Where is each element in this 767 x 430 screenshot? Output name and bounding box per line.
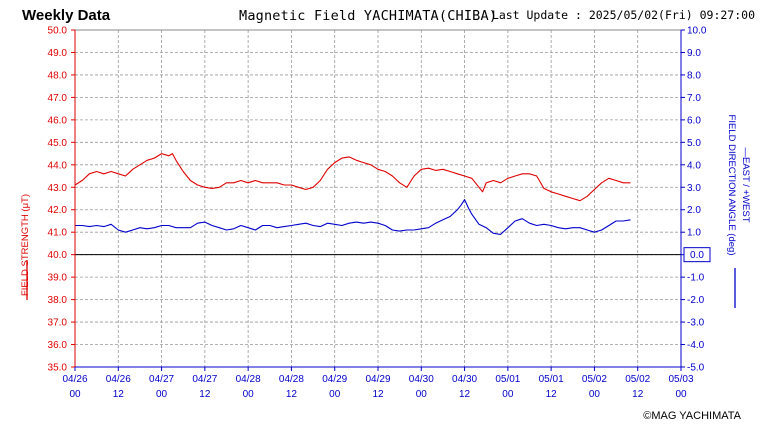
- left-tick-label: 43.0: [48, 183, 68, 194]
- zero-value-box: 0.0: [683, 247, 711, 263]
- x-tick-hour: 00: [589, 389, 601, 400]
- left-tick-label: 40.0: [48, 250, 68, 261]
- x-tick-date: 04/27: [149, 374, 174, 385]
- x-tick-date: 04/29: [365, 374, 390, 385]
- x-tick-date: 04/30: [452, 374, 477, 385]
- right-tick-label: 8.0: [687, 70, 701, 81]
- left-tick-label: 38.0: [48, 295, 68, 306]
- x-tick-date: 05/01: [539, 374, 564, 385]
- chart-title: Magnetic Field YACHIMATA(CHIBA): [239, 8, 498, 24]
- weekly-data-label: Weekly Data: [22, 7, 111, 24]
- right-tick-label: -2.0: [687, 295, 705, 306]
- x-tick-hour: 12: [546, 389, 558, 400]
- right-tick-label: -3.0: [687, 318, 705, 329]
- x-tick-date: 05/03: [668, 374, 693, 385]
- right-tick-label: -4.0: [687, 340, 705, 351]
- right-tick-label: 5.0: [687, 138, 701, 149]
- x-tick-hour: 00: [243, 389, 255, 400]
- zero-box-outline: [683, 247, 711, 263]
- left-axis-label-group: FIELD STRENGTH (μT): [20, 194, 31, 300]
- left-tick-label: 45.0: [48, 138, 68, 149]
- left-tick-label: 46.0: [48, 115, 68, 126]
- x-tick-hour: 00: [329, 389, 341, 400]
- right-tick-label: 9.0: [687, 48, 701, 59]
- left-tick-label: 39.0: [48, 273, 68, 284]
- x-tick-date: 04/26: [106, 374, 131, 385]
- x-tick-hour: 00: [156, 389, 168, 400]
- left-tick-label: 44.0: [48, 160, 68, 171]
- x-tick-date: 04/29: [322, 374, 347, 385]
- grid-lines: [75, 30, 681, 367]
- field-direction-line: [75, 199, 631, 235]
- left-axis: 50.0 49.0 48.0 47.0 46.0 45.0 44.0 43.0 42.0 41.0…: [48, 26, 75, 374]
- left-tick-label: 50.0: [48, 26, 68, 37]
- right-axis-label-group: FIELD DIRECTION ANGLE (deg) —EAST / +WES…: [726, 115, 751, 308]
- right-tick-label: 6.0: [687, 115, 701, 126]
- x-tick-hour: 12: [113, 389, 125, 400]
- left-axis-label: FIELD STRENGTH (μT): [20, 194, 31, 296]
- right-tick-label: 3.0: [687, 183, 701, 194]
- right-tick-label: -5.0: [687, 363, 705, 374]
- left-tick-label: 49.0: [48, 48, 68, 59]
- x-axis: 04/26 00 04/26 12 04/27 00 04/27 12 04/28 00 04/28…: [62, 367, 694, 400]
- x-tick-hour: 12: [372, 389, 384, 400]
- x-tick-hour: 00: [502, 389, 514, 400]
- left-tick-label: 36.0: [48, 340, 68, 351]
- left-tick-label: 42.0: [48, 205, 68, 216]
- right-axis-sublabel: —EAST / +WEST: [740, 147, 751, 222]
- x-tick-date: 04/27: [192, 374, 217, 385]
- x-tick-date: 04/26: [62, 374, 87, 385]
- x-tick-hour: 00: [416, 389, 428, 400]
- x-tick-hour: 00: [675, 389, 687, 400]
- right-tick-label: 4.0: [687, 160, 701, 171]
- right-tick-label: 10.0: [687, 26, 707, 37]
- x-tick-hour: 12: [459, 389, 471, 400]
- left-tick-label: 35.0: [48, 363, 68, 374]
- left-tick-label: 47.0: [48, 93, 68, 104]
- right-tick-label: 2.0: [687, 205, 701, 216]
- right-tick-label: -1.0: [687, 273, 705, 284]
- x-tick-date: 05/02: [582, 374, 607, 385]
- x-tick-date: 05/01: [495, 374, 520, 385]
- right-axis: 10.0 9.0 8.0 7.0 6.0 5.0 4.0 3.0 2.0 1.0 0.0 -1.0 -2…: [681, 26, 707, 374]
- left-tick-label: 37.0: [48, 318, 68, 329]
- x-tick-hour: 00: [69, 389, 81, 400]
- left-tick-label: 41.0: [48, 228, 68, 239]
- copyright-notice: ©MAG YACHIMATA: [643, 410, 741, 422]
- right-axis-label: FIELD DIRECTION ANGLE (deg): [726, 115, 737, 256]
- field-strength-line: [74, 153, 631, 202]
- zero-box-label: 0.0: [690, 250, 704, 261]
- left-tick-label: 48.0: [48, 70, 68, 81]
- x-tick-date: 04/28: [279, 374, 304, 385]
- x-tick-date: 04/28: [236, 374, 261, 385]
- right-tick-label: 7.0: [687, 93, 701, 104]
- x-tick-hour: 12: [199, 389, 211, 400]
- right-tick-label: 1.0: [687, 228, 701, 239]
- x-tick-hour: 12: [632, 389, 644, 400]
- x-tick-date: 05/02: [625, 374, 650, 385]
- last-update-timestamp: Last Update : 2025/05/02(Fri) 09:27:00: [491, 8, 755, 22]
- series-layer: [74, 153, 631, 235]
- x-tick-hour: 12: [286, 389, 298, 400]
- x-tick-date: 04/30: [409, 374, 434, 385]
